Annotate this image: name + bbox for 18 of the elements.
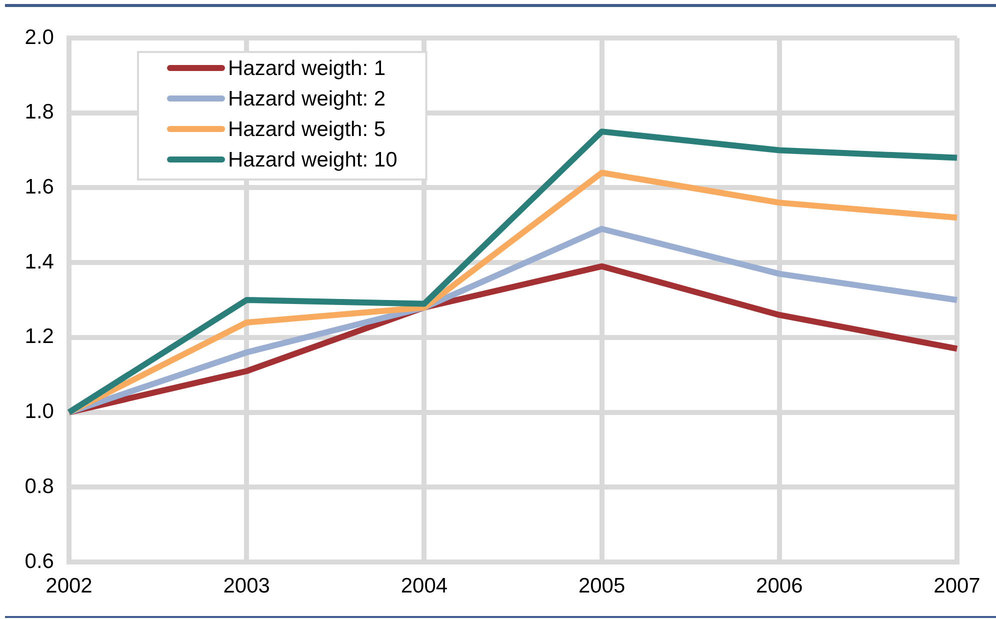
y-tick-label: 1.8 bbox=[24, 100, 54, 124]
legend-label: Hazard weight: 10 bbox=[228, 148, 398, 172]
legend-label: Hazard weigth: 5 bbox=[228, 118, 386, 141]
y-tick-label: 0.8 bbox=[24, 474, 54, 498]
x-tick-label: 2005 bbox=[578, 574, 626, 598]
y-tick-label: 0.6 bbox=[24, 550, 54, 573]
y-tick-label: 1.4 bbox=[24, 250, 54, 274]
y-tick-label: 2.0 bbox=[24, 26, 54, 49]
x-tick-label: 2002 bbox=[46, 574, 92, 598]
x-tick-label: 2006 bbox=[756, 574, 803, 598]
y-tick-label: 1.6 bbox=[24, 176, 54, 199]
x-tick-label: 2003 bbox=[223, 574, 270, 598]
y-tick-label: 1.2 bbox=[24, 325, 54, 348]
x-tick-label: 2007 bbox=[934, 574, 980, 598]
legend-label: Hazard weight: 2 bbox=[228, 87, 386, 110]
y-tick-label: 1.0 bbox=[24, 400, 54, 424]
x-tick-label: 2004 bbox=[400, 574, 448, 598]
legend-label: Hazard weigth: 1 bbox=[228, 56, 386, 80]
